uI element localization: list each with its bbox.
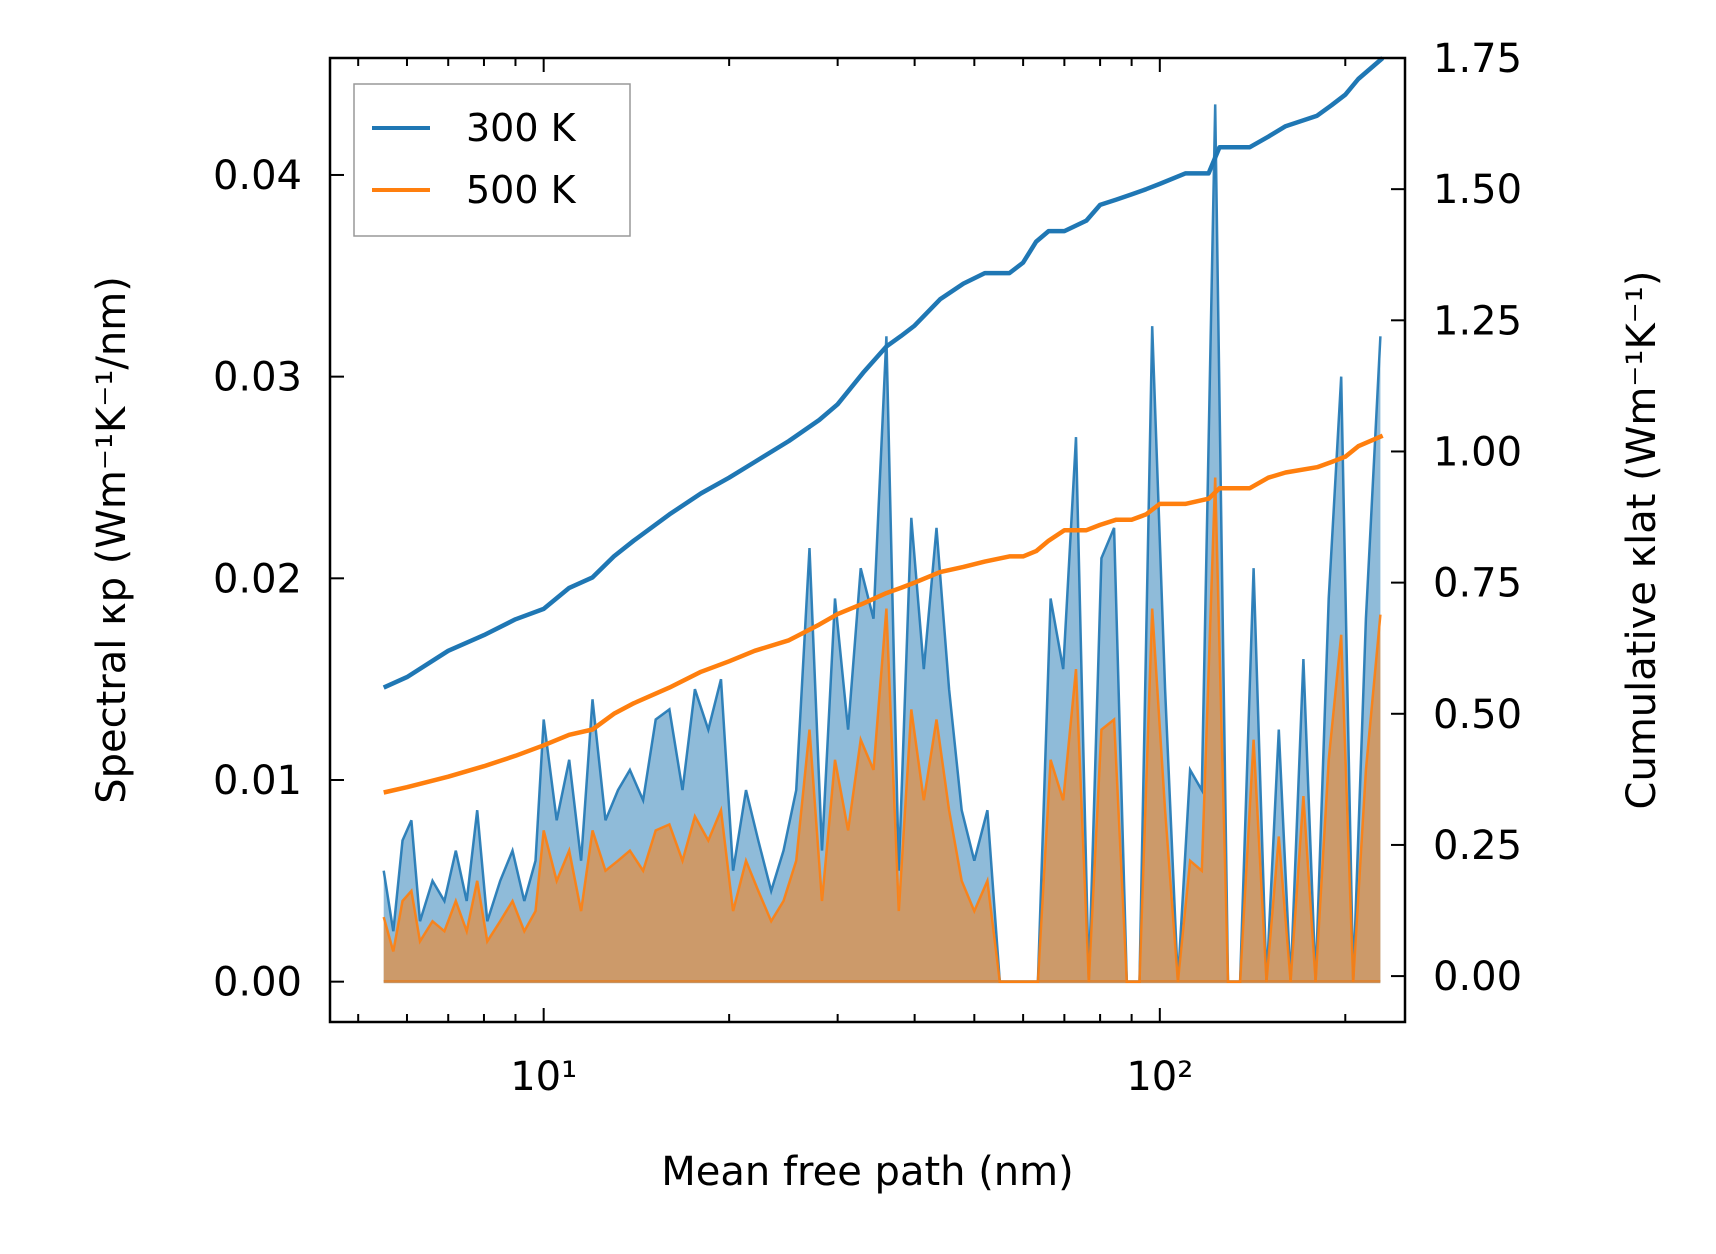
- y-right-tick-label: 1.00: [1433, 429, 1522, 475]
- spectral-line-500k: [382, 477, 1382, 983]
- y-right-tick-label: 1.75: [1433, 36, 1522, 82]
- y-right-tick-label: 1.50: [1433, 167, 1522, 213]
- y-left-tick-label: 0.01: [213, 758, 302, 804]
- y-right-tick-label: 0.00: [1433, 954, 1522, 1000]
- cumulative-line-500k: [383, 433, 1384, 795]
- y-left-tick-label: 0.00: [213, 960, 302, 1006]
- y-axis-label-right: Cumulative κlat (Wm⁻¹K⁻¹): [1619, 271, 1665, 810]
- spectral-fill-300k: [383, 104, 1381, 982]
- y-right-tick-label: 0.75: [1433, 561, 1522, 607]
- y-left-tick-label: 0.04: [213, 153, 302, 199]
- legend-box: [353, 83, 631, 237]
- y-left-tick-label: 0.02: [213, 556, 302, 602]
- legend-label-500k: 500 K: [466, 168, 577, 212]
- axis-ticks: 10¹ 10² 0.00 0.01 0.02 0.03 0.04 0.00 0.25 0.50 0.…: [213, 36, 1522, 1100]
- spectral-line-300k: [382, 104, 1382, 983]
- y-left-tick-label: 0.03: [213, 355, 302, 401]
- x-tick-label: 10¹: [510, 1054, 577, 1100]
- plot-area: [382, 56, 1385, 984]
- axes-frame: [328, 56, 1407, 1024]
- x-tick-label: 10²: [1126, 1054, 1193, 1100]
- y-right-tick-label: 0.25: [1433, 823, 1522, 869]
- legend-label-300k: 300 K: [466, 106, 577, 150]
- y-right-tick-label: 0.50: [1433, 692, 1522, 738]
- x-axis-label: Mean free path (nm): [661, 1149, 1073, 1195]
- cumulative-line-300k: [382, 56, 1385, 690]
- y-axis-label-left: Spectral κp (Wm⁻¹K⁻¹/nm): [89, 276, 135, 804]
- y-right-tick-label: 1.25: [1433, 298, 1522, 344]
- legend: 300 K 500 K: [353, 83, 631, 237]
